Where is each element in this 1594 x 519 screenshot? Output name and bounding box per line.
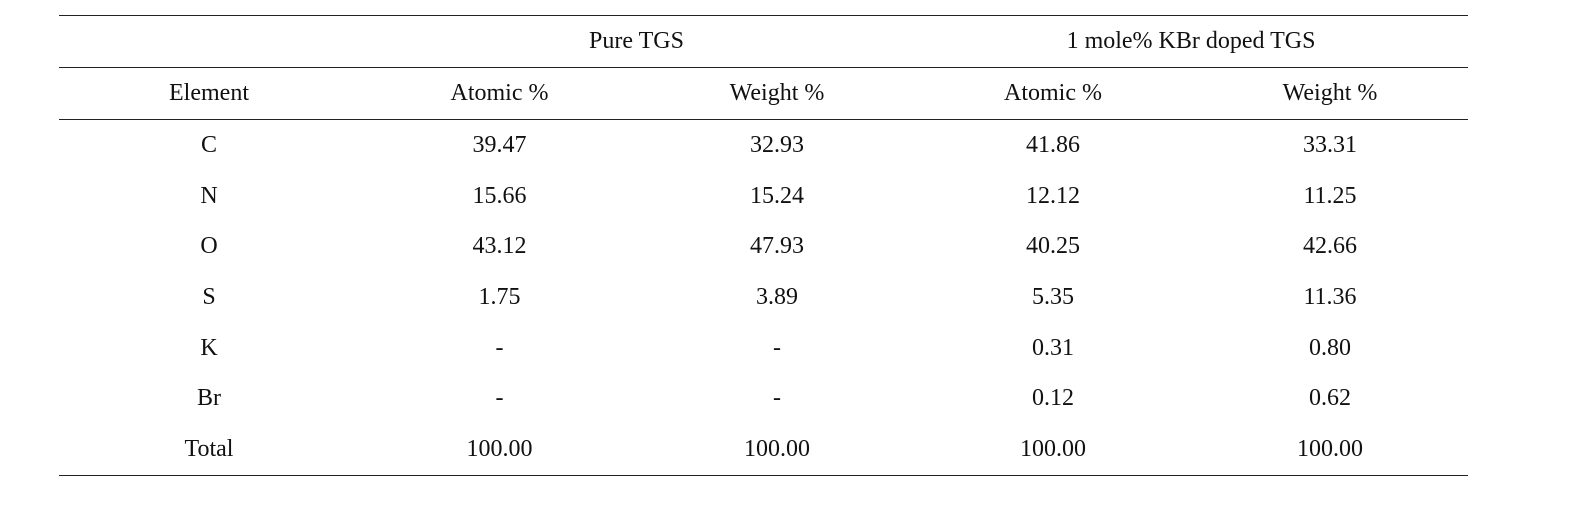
table-cell: 40.25 — [1026, 233, 1080, 260]
column-header-doped-atomic: Atomic % — [914, 67, 1192, 120]
group-header-pure-tgs: Pure TGS — [359, 15, 914, 68]
table-cell: 47.93 — [750, 233, 804, 260]
table-cell-element: Br — [197, 385, 221, 412]
table-row: N 15.66 15.24 12.12 11.25 — [59, 171, 1468, 222]
column-header-row: Element Atomic % Weight % Atomic % Weigh… — [59, 67, 1468, 120]
table-cell: 41.86 — [1026, 131, 1080, 158]
table-cell: 0.12 — [1032, 385, 1074, 412]
table-cell: 0.80 — [1309, 334, 1351, 361]
column-header-element: Element — [59, 67, 359, 120]
table-cell: 15.66 — [472, 182, 527, 209]
column-header-pure-weight: Weight % — [640, 67, 914, 120]
table-cell: 100.00 — [914, 424, 1192, 476]
table-cell: 100.00 — [640, 424, 914, 476]
column-header-doped-weight: Weight % — [1192, 67, 1468, 120]
table-cell: 11.36 — [1303, 283, 1357, 310]
table-cell: 5.35 — [1032, 283, 1074, 310]
table-cell: 100.00 — [1192, 424, 1468, 476]
table-cell-element: C — [200, 131, 217, 158]
table-cell-element: S — [202, 283, 216, 310]
table-cell: 12.12 — [1026, 182, 1080, 209]
table-cell: 3.89 — [756, 283, 798, 310]
table-cell: 100.00 — [359, 424, 640, 476]
table-row: S 1.75 3.89 5.35 11.36 — [59, 272, 1468, 323]
table-cell: 43.12 — [472, 233, 527, 260]
table-row: C 39.47 32.93 41.86 33.31 — [59, 120, 1468, 171]
group-header-kbr-doped-tgs: 1 mole% KBr doped TGS — [914, 15, 1468, 68]
table-cell: 15.24 — [750, 182, 804, 209]
table-cell: 32.93 — [750, 131, 804, 158]
table-cell: 42.66 — [1303, 233, 1357, 260]
group-header-row: Pure TGS 1 mole% KBr doped TGS — [59, 15, 1468, 68]
table-row: O 43.12 47.93 40.25 42.66 — [59, 221, 1468, 272]
table-row: Br - - 0.12 0.62 — [59, 373, 1468, 424]
table-cell: - — [773, 334, 781, 361]
table-cell-element: N — [200, 182, 218, 209]
table-cell: - — [495, 385, 504, 412]
table-cell: - — [495, 334, 504, 361]
element-composition-table: Pure TGS 1 mole% KBr doped TGS Element A… — [59, 15, 1468, 476]
table-cell: 0.62 — [1309, 385, 1351, 412]
table-row-total: Total 100.00 100.00 100.00 100.00 — [59, 424, 1468, 476]
table-cell-element: O — [200, 233, 218, 260]
group-header-empty — [59, 15, 359, 68]
table-cell: 33.31 — [1303, 131, 1357, 158]
element-composition-table-container: Pure TGS 1 mole% KBr doped TGS Element A… — [59, 15, 1468, 476]
table-cell-element: Total — [59, 424, 359, 476]
table-cell: - — [773, 385, 781, 412]
table-cell: 0.31 — [1032, 334, 1074, 361]
table-cell-element: K — [200, 334, 218, 361]
table-row: K - - 0.31 0.80 — [59, 323, 1468, 374]
table-cell: 39.47 — [472, 131, 527, 158]
table-cell: 11.25 — [1303, 182, 1357, 209]
table-cell: 1.75 — [478, 283, 521, 310]
column-header-pure-atomic: Atomic % — [359, 67, 640, 120]
